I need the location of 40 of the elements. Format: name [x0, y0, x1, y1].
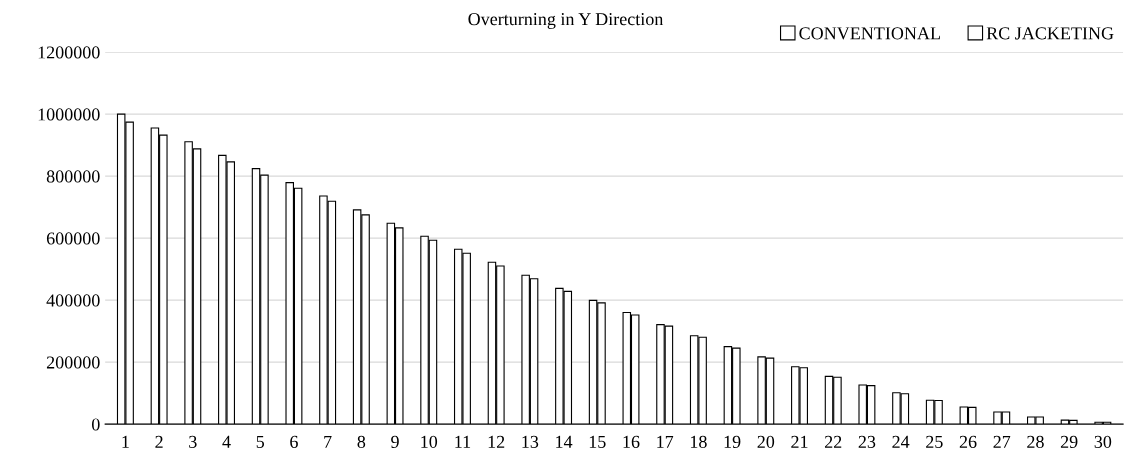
x-tick-label: 29: [1060, 435, 1078, 448]
y-tick-label: 1000000: [38, 108, 100, 121]
x-tick-label: 12: [488, 435, 505, 448]
x-tick-label: 20: [757, 435, 775, 448]
x-tick-label: 22: [824, 435, 842, 448]
x-tick-label: 1: [122, 435, 129, 448]
x-tick-label: 24: [892, 435, 910, 448]
x-tick-label: 2: [155, 435, 163, 448]
x-tick-label: 17: [657, 435, 674, 448]
x-tick-label: 8: [357, 435, 366, 448]
x-tick-label: 21: [791, 435, 808, 448]
x-tick-label: 15: [589, 435, 606, 448]
x-tick-label: 30: [1094, 435, 1112, 448]
x-tick-label: 14: [556, 435, 573, 448]
x-tick-label: 16: [623, 435, 640, 448]
x-tick-label: 6: [290, 435, 298, 448]
legend-label: RC JACKETING: [986, 27, 1114, 40]
y-tick-label: 0: [91, 418, 100, 431]
y-tick-label: 400000: [46, 294, 100, 307]
x-tick-label: 9: [391, 435, 399, 448]
x-tick-label: 25: [926, 435, 943, 448]
x-tick-label: 13: [522, 435, 539, 448]
x-tick-label: 27: [993, 435, 1011, 448]
y-tick-label: 200000: [46, 356, 100, 369]
y-tick-label: 600000: [46, 232, 100, 245]
x-tick-label: 7: [324, 435, 332, 448]
x-tick-label: 3: [189, 435, 197, 448]
x-tick-label: 28: [1027, 435, 1044, 448]
x-tick-label: 19: [724, 435, 741, 448]
y-tick-label: 1200000: [38, 46, 100, 59]
x-tick-label: 23: [858, 435, 876, 448]
x-tick-label: 4: [222, 435, 231, 448]
x-tick-label: 10: [421, 435, 438, 448]
chart-title: Overturning in Y Direction: [468, 13, 664, 29]
x-tick-label: 26: [959, 435, 977, 448]
x-tick-label: 5: [256, 435, 265, 448]
y-tick-label: 800000: [46, 170, 100, 183]
x-tick-label: 18: [690, 435, 707, 448]
legend-label: CONVENTIONAL: [799, 27, 940, 40]
x-tick-label: 11: [455, 435, 471, 448]
